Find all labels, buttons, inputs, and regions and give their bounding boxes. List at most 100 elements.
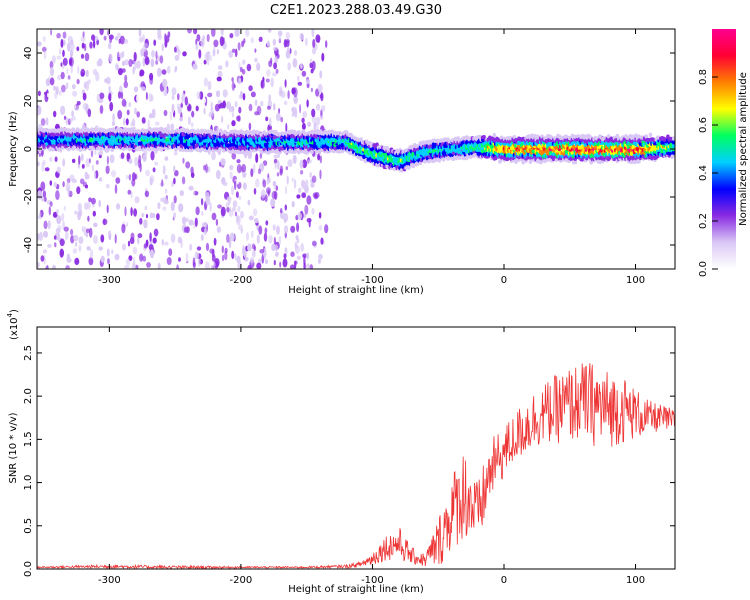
heatmap-noise-cell (248, 85, 253, 92)
heatmap-noise-cell (301, 117, 305, 124)
heatmap-noise-cell (127, 189, 132, 195)
heatmap-noise-cell (229, 171, 233, 180)
heatmap-noise-cell (207, 80, 212, 91)
heatmap-noise-cell (92, 39, 96, 49)
heatmap-noise-cell (311, 240, 317, 247)
heatmap-noise-cell (194, 251, 199, 260)
heatmap-noise-cell (229, 164, 234, 171)
heatmap-noise-cell (296, 222, 300, 233)
heatmap-noise-cell (171, 103, 175, 113)
heatmap-ridge-cell (637, 159, 641, 164)
heatmap-noise-cell (232, 200, 238, 208)
heatmap-noise-cell (109, 53, 113, 63)
heatmap-noise-cell (62, 158, 66, 167)
heatmap-noise-cell (71, 84, 76, 90)
heatmap-noise-cell (204, 52, 210, 62)
heatmap-noise-cell (170, 233, 176, 243)
snr-ytick-label: 2.5 (23, 345, 34, 361)
heatmap-noise-cell (242, 182, 247, 190)
heatmap-noise-cell (96, 60, 102, 67)
heatmap-noise-cell (300, 63, 303, 70)
heatmap-noise-cell (302, 111, 308, 118)
heatmap-noise-cell (292, 154, 297, 164)
heatmap-noise-cell (296, 255, 301, 260)
heatmap-noise-cell (169, 111, 172, 121)
spectrogram-ytick-label: -20 (23, 189, 34, 205)
heatmap-noise-cell (149, 232, 152, 242)
heatmap-noise-cell (297, 212, 302, 221)
heatmap-noise-cell (120, 152, 125, 159)
heatmap-noise-cell (99, 29, 104, 36)
heatmap-noise-cell (146, 262, 151, 268)
heatmap-noise-cell (238, 61, 241, 70)
heatmap-noise-cell (181, 176, 186, 185)
heatmap-noise-cell (161, 69, 167, 75)
heatmap-ridge-cell (598, 159, 602, 165)
heatmap-noise-cell (177, 48, 181, 56)
heatmap-noise-cell (141, 86, 146, 92)
heatmap-noise-cell (307, 159, 313, 164)
heatmap-noise-cell (42, 190, 47, 198)
heatmap-noise-cell (75, 242, 78, 247)
heatmap-noise-cell (194, 217, 198, 227)
heatmap-noise-cell (142, 153, 147, 162)
heatmap-noise-cell (84, 202, 89, 211)
heatmap-noise-cell (304, 37, 308, 47)
spectrogram-ytick-label: 0 (23, 146, 34, 152)
heatmap-noise-cell (137, 236, 140, 245)
heatmap-noise-cell (174, 46, 177, 53)
heatmap-noise-cell (297, 118, 302, 127)
heatmap-noise-cell (115, 64, 120, 71)
heatmap-noise-cell (294, 260, 297, 269)
heatmap-noise-cell (236, 255, 241, 264)
spectrogram-xtick-label: -100 (361, 275, 384, 286)
heatmap-noise-cell (211, 254, 216, 262)
heatmap-noise-cell (224, 250, 228, 261)
colorbar-gradient (712, 29, 736, 269)
heatmap-noise-cell (297, 75, 300, 82)
heatmap-noise-cell (37, 41, 42, 47)
heatmap-noise-cell (324, 224, 329, 234)
heatmap-noise-cell (231, 81, 235, 91)
heatmap-noise-cell (241, 246, 246, 256)
heatmap-noise-cell (236, 215, 240, 223)
heatmap-noise-cell (203, 107, 206, 115)
heatmap-noise-cell (222, 37, 225, 45)
heatmap-noise-cell (103, 35, 107, 41)
heatmap-noise-cell (185, 161, 191, 169)
heatmap-noise-cell (174, 67, 177, 73)
heatmap-noise-cell (311, 207, 315, 215)
heatmap-noise-cell (201, 210, 204, 216)
heatmap-noise-cell (107, 94, 111, 101)
heatmap-noise-cell (162, 206, 167, 211)
heatmap-noise-cell (86, 228, 90, 234)
heatmap-noise-cell (221, 177, 226, 185)
heatmap-noise-cell (119, 35, 125, 45)
heatmap-noise-cell (125, 175, 130, 180)
heatmap-noise-cell (275, 251, 279, 257)
heatmap-noise-cell (221, 254, 225, 262)
heatmap-noise-cell (265, 78, 270, 83)
heatmap-noise-cell (156, 213, 160, 221)
heatmap-noise-cell (310, 182, 315, 188)
heatmap-noise-cell (142, 57, 146, 67)
heatmap-noise-cell (133, 208, 138, 217)
heatmap-noise-cell (107, 258, 110, 265)
heatmap-noise-cell (144, 190, 150, 198)
heatmap-noise-cell (142, 255, 147, 262)
heatmap-noise-cell (47, 92, 50, 98)
heatmap-noise-cell (150, 58, 155, 68)
heatmap-noise-cell (38, 231, 43, 241)
heatmap-noise-cell (302, 159, 308, 169)
heatmap-noise-cell (312, 47, 316, 55)
heatmap-noise-cell (229, 33, 234, 39)
heatmap-noise-cell (78, 245, 82, 252)
heatmap-ridge-cell (644, 134, 648, 139)
heatmap-noise-cell (278, 108, 281, 114)
heatmap-noise-cell (70, 43, 75, 51)
heatmap-noise-cell (258, 36, 263, 42)
heatmap-noise-cell (42, 230, 49, 238)
heatmap-noise-cell (236, 159, 241, 164)
heatmap-noise-cell (171, 180, 174, 188)
heatmap-noise-cell (58, 90, 62, 96)
